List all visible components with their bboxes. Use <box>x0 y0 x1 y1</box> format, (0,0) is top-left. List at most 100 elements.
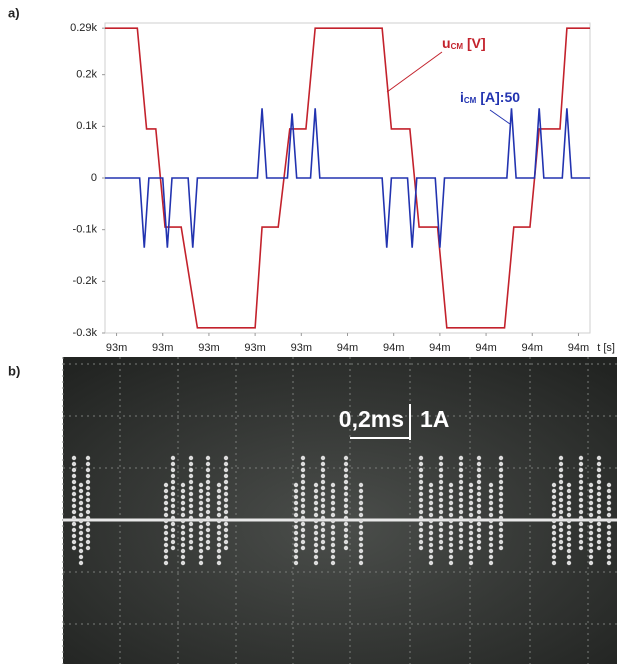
scope-dot <box>498 485 504 491</box>
scope-dot <box>596 479 602 485</box>
scope-dot <box>566 488 572 494</box>
scope-dot <box>558 467 564 473</box>
scope-dot <box>163 512 169 518</box>
scope-dot <box>606 560 612 566</box>
scope-dot <box>188 545 194 551</box>
scope-dot <box>313 524 319 530</box>
scope-dot <box>578 473 584 479</box>
scope-dot <box>498 497 504 503</box>
scope-dot <box>588 524 594 530</box>
scope-dot <box>216 482 222 488</box>
scope-dot <box>330 500 336 506</box>
scope-dot <box>596 455 602 461</box>
scope-dot <box>71 455 77 461</box>
scope-dot <box>198 500 204 506</box>
scope-dot <box>78 488 84 494</box>
scope-dot <box>216 506 222 512</box>
series-line <box>105 108 590 248</box>
scope-dot <box>566 494 572 500</box>
scope-dot <box>558 527 564 533</box>
scope-dot <box>205 527 211 533</box>
scope-dot <box>223 539 229 545</box>
scope-dot <box>188 515 194 521</box>
scope-dot <box>566 560 572 566</box>
scope-dot <box>476 521 482 527</box>
scope-dot <box>498 455 504 461</box>
scope-dot <box>428 548 434 554</box>
scope-dot <box>205 485 211 491</box>
scope-dot <box>606 524 612 530</box>
scope-dot <box>566 500 572 506</box>
scope-dot <box>498 461 504 467</box>
scope-dot <box>293 536 299 542</box>
scope-dot <box>428 482 434 488</box>
scope-dot <box>330 524 336 530</box>
scope-dot <box>488 560 494 566</box>
scope-dot <box>551 482 557 488</box>
scope-dot <box>498 515 504 521</box>
scope-dot <box>438 479 444 485</box>
scope-dot <box>566 518 572 524</box>
scope-dot <box>300 527 306 533</box>
scope-dot <box>458 545 464 551</box>
oscilloscope-photo <box>63 357 617 664</box>
scope-dot <box>468 482 474 488</box>
scope-dot <box>71 503 77 509</box>
scope-dot <box>448 548 454 554</box>
scope-dot <box>428 560 434 566</box>
scope-dot <box>448 554 454 560</box>
scope-dot <box>78 518 84 524</box>
scope-dot <box>71 545 77 551</box>
scope-dot <box>476 497 482 503</box>
scope-dot <box>85 497 91 503</box>
scope-dot <box>188 485 194 491</box>
scope-dot <box>223 533 229 539</box>
scope-dot <box>468 512 474 518</box>
scope-dot <box>170 515 176 521</box>
scope-dot <box>320 527 326 533</box>
scope-dot <box>170 455 176 461</box>
scope-dot <box>596 503 602 509</box>
scope-dot <box>418 491 424 497</box>
scope-dot <box>476 539 482 545</box>
scope-dot <box>343 497 349 503</box>
scope-dot <box>476 533 482 539</box>
scope-dot <box>85 533 91 539</box>
scope-dot <box>558 461 564 467</box>
scope-dot <box>588 548 594 554</box>
scope-dot <box>170 485 176 491</box>
scope-dot <box>216 512 222 518</box>
scope-dot <box>71 479 77 485</box>
scope-dot <box>85 455 91 461</box>
scope-dot <box>180 554 186 560</box>
scope-dot <box>588 518 594 524</box>
scope-dot <box>438 539 444 545</box>
scope-dot <box>578 533 584 539</box>
scope-dot <box>313 560 319 566</box>
y-tick-label: 0.29k <box>70 22 97 34</box>
scope-dot <box>606 554 612 560</box>
scope-dot <box>313 536 319 542</box>
scope-dot <box>170 473 176 479</box>
scope-dot <box>551 512 557 518</box>
x-tick-label: 93m <box>198 342 219 354</box>
scope-dot <box>498 521 504 527</box>
scope-dot <box>418 533 424 539</box>
scope-dot <box>358 542 364 548</box>
scope-dot <box>78 512 84 518</box>
scope-dot <box>330 518 336 524</box>
scope-dot <box>448 500 454 506</box>
scope-dot <box>343 527 349 533</box>
scope-dot <box>320 473 326 479</box>
scope-dot <box>448 482 454 488</box>
scope-dot <box>596 485 602 491</box>
scope-dot <box>458 473 464 479</box>
scope-dot <box>300 515 306 521</box>
scope-dot <box>320 467 326 473</box>
scope-dot <box>223 497 229 503</box>
scope-dot <box>438 533 444 539</box>
scope-dot <box>438 509 444 515</box>
scope-dot <box>438 455 444 461</box>
scope-dot <box>498 545 504 551</box>
x-axis-label: t [s] <box>597 342 615 354</box>
